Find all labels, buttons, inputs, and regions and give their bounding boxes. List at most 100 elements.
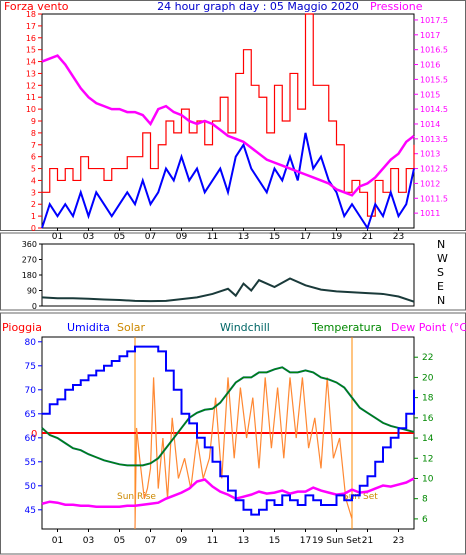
humidity-tick-label: 60	[25, 434, 37, 444]
humidity-tick-label: 70	[25, 386, 37, 396]
direction-tick-label: 0	[32, 302, 37, 311]
temperature-tick-label: 22	[422, 353, 433, 363]
x-tick-label: 01	[52, 232, 63, 242]
y-left-tick-label: 14	[26, 58, 36, 67]
y-right-tick-label: 1017	[420, 31, 440, 40]
humidity-series-line	[42, 345, 415, 516]
x-tick-label: 21	[362, 232, 373, 242]
humidity-tick-label: 50	[25, 482, 37, 492]
x-tick-label: 23	[393, 536, 404, 546]
y-right-tick-label: 1012.5	[420, 165, 448, 174]
wind-series-line	[41, 132, 415, 231]
y-right-tick-label: 1015	[420, 90, 440, 99]
legend-humidity: Umidita	[67, 321, 110, 334]
left-axis-title: Forza vento	[4, 0, 69, 13]
legend-rain: Pioggia	[2, 321, 42, 334]
temperature-tick-label: 20	[422, 373, 434, 383]
legend-windchill: Windchill	[220, 321, 270, 334]
legend-solar: Solar	[117, 321, 146, 334]
x-tick-label: 17	[300, 232, 311, 242]
gust-series-line	[42, 13, 415, 217]
y-left-tick-label: 9	[31, 117, 36, 126]
x-tick-label: 09	[176, 232, 188, 242]
y-left-tick-label: 0	[31, 224, 36, 233]
temperature-tick-label: 10	[422, 474, 434, 484]
x-tick-label: 05	[114, 232, 125, 242]
y-left-tick-label: 18	[26, 10, 36, 19]
x-tick-label: 11	[207, 232, 218, 242]
temperature-tick-label: 12	[422, 454, 433, 464]
y-left-tick-label: 15	[26, 46, 36, 55]
y-right-tick-label: 1014.5	[420, 105, 448, 114]
x-tick-label: 01	[52, 536, 63, 546]
legend-dewpoint: Dew Point (°C)	[391, 321, 466, 334]
y-left-tick-label: 1	[31, 212, 36, 221]
humidity-tick-label: 75	[25, 362, 36, 372]
x-tick-label: 23	[393, 232, 404, 242]
temperature-tick-label: 14	[422, 434, 434, 444]
temperature-tick-label: 6	[422, 515, 428, 525]
x-tick-label: 21	[362, 536, 373, 546]
direction-tick-label: 90	[27, 287, 37, 296]
y-left-tick-label: 11	[26, 93, 36, 102]
dewpoint-series-line	[41, 477, 415, 509]
x-tick-label: 13	[238, 232, 249, 242]
humidity-tick-label: 45	[25, 506, 36, 516]
y-left-tick-label: 2	[31, 200, 36, 209]
compass-label: E	[437, 280, 444, 293]
y-left-tick-label: 6	[31, 153, 36, 162]
x-tick-label: 11	[207, 536, 218, 546]
y-right-tick-label: 1012	[420, 179, 440, 188]
y-left-tick-label: 4	[31, 176, 36, 185]
temperature-tick-label: 18	[422, 394, 434, 404]
y-left-tick-label: 17	[26, 22, 36, 31]
compass-label: N	[437, 238, 445, 251]
x-tick-label: 03	[83, 232, 94, 242]
x-tick-label: 15	[269, 536, 280, 546]
humidity-tick-label: 65	[25, 410, 36, 420]
x-tick-label: 07	[145, 232, 156, 242]
chart-title: 24 hour graph day : 05 Maggio 2020	[157, 0, 359, 13]
temperature-tick-label: 8	[422, 495, 428, 505]
compass-label: S	[437, 266, 444, 279]
y-right-tick-label: 1013	[420, 150, 440, 159]
x-tick-label: 17	[300, 536, 311, 546]
y-right-tick-label: 1017.5	[420, 16, 448, 25]
y-right-tick-label: 1016.5	[420, 46, 448, 55]
y-right-tick-label: 1011	[420, 209, 440, 218]
direction-tick-label: 360	[22, 240, 37, 249]
x-tick-label: 07	[145, 536, 156, 546]
x-tick-label: 03	[83, 536, 94, 546]
temperature-tick-label: 16	[422, 414, 434, 424]
compass-label: N	[437, 294, 445, 307]
direction-plot-area	[41, 243, 415, 307]
y-left-tick-label: 13	[26, 69, 36, 78]
y-left-tick-label: 7	[31, 141, 36, 150]
x-tick-label: 13	[238, 536, 249, 546]
y-left-tick-label: 3	[31, 188, 36, 197]
temperature-series-line	[41, 366, 415, 466]
humidity-tick-label: 55	[25, 458, 36, 468]
rain-zero-label: 0	[31, 429, 37, 440]
y-left-tick-label: 5	[31, 165, 36, 174]
x-tick-label: 19	[331, 232, 343, 242]
humidity-tick-label: 80	[25, 338, 37, 348]
y-left-tick-label: 8	[31, 129, 36, 138]
sunset-label: Sun Set	[343, 492, 378, 502]
direction-series-line	[41, 277, 415, 303]
y-left-tick-label: 10	[26, 105, 36, 114]
x-tick-label: 09	[176, 536, 188, 546]
right-axis-title: Pressione	[370, 0, 423, 13]
x-tick-label: 05	[114, 536, 125, 546]
direction-tick-label: 180	[22, 271, 37, 280]
y-left-tick-label: 12	[26, 81, 36, 90]
legend-temperature: Temperatura	[311, 321, 382, 334]
y-right-tick-label: 1014	[420, 120, 440, 129]
x-tick-label: 15	[269, 232, 280, 242]
compass-label: W	[437, 252, 448, 265]
y-left-tick-label: 16	[26, 34, 36, 43]
sunrise-label: Sun Rise	[117, 492, 156, 502]
x-tick-label: 19 Sun Set	[312, 536, 362, 546]
y-right-tick-label: 1016	[420, 61, 440, 70]
